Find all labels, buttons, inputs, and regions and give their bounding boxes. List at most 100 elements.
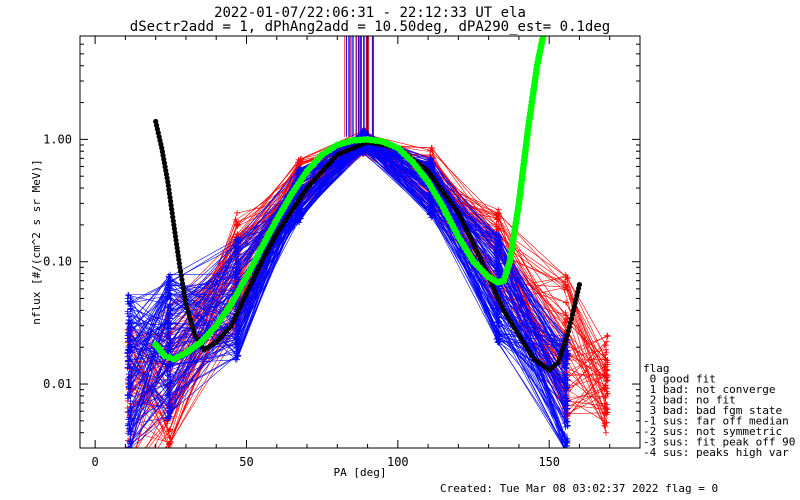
spectrum-point	[428, 144, 435, 151]
spectrum-point	[165, 363, 172, 370]
spectrum-point	[561, 279, 568, 286]
spectrum-point	[235, 247, 242, 254]
spectrum-point	[233, 218, 240, 225]
spectrum-point	[166, 315, 173, 322]
spectrum-point	[297, 206, 304, 213]
spectrum-point	[165, 274, 172, 281]
spectrum-point	[125, 291, 132, 298]
spectrum-point	[125, 482, 131, 488]
spectrum-point	[563, 376, 570, 383]
spectrum-point	[233, 271, 240, 278]
fit-dot	[173, 237, 179, 243]
spectrum-point	[495, 233, 502, 240]
spectrum-point	[561, 372, 568, 379]
fit-dot	[182, 293, 188, 299]
spectrum-point	[164, 415, 171, 422]
fit-dot	[172, 229, 178, 236]
spectrum-line	[128, 134, 566, 404]
spectrum-point	[127, 398, 134, 405]
chart-title-line2: dSectr2add = 1, dPhAng2add = 10.50deg, d…	[130, 19, 610, 35]
spectrum-point	[562, 309, 569, 316]
y-tick-label: 1.00	[43, 132, 72, 146]
spectrum-point	[602, 342, 609, 349]
spectrum-point	[126, 421, 133, 428]
spectrum-point	[564, 449, 570, 455]
fit-dot	[176, 256, 182, 263]
spectrum-point	[562, 405, 569, 412]
spectrum-point	[125, 292, 132, 299]
fit-dot	[187, 317, 194, 323]
spectrum-point	[427, 159, 434, 166]
spectrum-point	[361, 149, 368, 156]
spectrum-point	[235, 261, 242, 268]
spectrum-point	[604, 406, 611, 413]
spectrum-point	[564, 398, 571, 405]
fit-dot	[174, 245, 180, 251]
fit-dot	[175, 249, 181, 255]
y-axis-label: nflux [#/(cm^2 s sr MeV)]	[30, 159, 43, 325]
spectrum-point	[125, 383, 132, 390]
legend-entry: flag	[643, 362, 670, 375]
spectrum-point	[564, 453, 570, 459]
fit-dot	[179, 276, 185, 283]
x-tick-label: 0	[92, 455, 99, 469]
spectrum-point	[561, 400, 568, 407]
fit-dot	[185, 309, 191, 315]
spectrum-point	[602, 382, 609, 389]
spectrum-point	[604, 367, 611, 374]
spectrum-point	[125, 444, 132, 448]
spectrum-point	[234, 209, 241, 216]
flag-legend: flag 0 good fit 1 bad: not converge 2 ba…	[643, 362, 795, 459]
spectrum-line	[130, 130, 566, 376]
spectrum-point	[232, 243, 239, 250]
spectrum-point	[233, 352, 240, 359]
spectrum-line	[129, 146, 565, 420]
spectrum-point	[564, 450, 570, 456]
fit-dot	[191, 328, 197, 335]
spectrum-point	[233, 324, 240, 331]
spectrum-line	[129, 145, 567, 359]
spectrum-point	[429, 163, 436, 170]
fit-dot	[168, 202, 174, 208]
spectrum-point	[234, 331, 241, 338]
y-tick-label: 0.10	[43, 255, 72, 269]
spectrum-point	[125, 449, 131, 455]
fit-dot	[176, 260, 182, 267]
series-blue-spectra	[124, 36, 571, 459]
y-tick-label: 0.01	[43, 377, 72, 391]
spectrum-point	[565, 449, 571, 455]
spectrum-point	[496, 236, 503, 243]
fit-dot	[181, 289, 187, 295]
spectrum-point	[234, 221, 241, 228]
spectrum-point	[235, 322, 242, 329]
spectrum-point	[166, 440, 173, 447]
fit-dot	[170, 218, 176, 224]
fit-dot	[172, 233, 179, 240]
spectrum-point	[165, 345, 172, 352]
spectrum-point	[493, 260, 500, 267]
spectrum-point	[493, 254, 500, 261]
x-tick-label: 150	[538, 455, 560, 469]
fit-dot	[178, 272, 184, 279]
spectrum-point	[603, 419, 610, 426]
spectrum-point	[496, 244, 503, 251]
spectrum-point	[167, 379, 174, 386]
spectrum-point	[233, 335, 240, 342]
spectrum-point	[603, 374, 610, 381]
spectrum-point	[233, 356, 240, 363]
spectrum-point	[563, 452, 569, 458]
fit-dot	[539, 36, 547, 40]
spectrum-point	[426, 211, 433, 218]
spectrum-point	[127, 458, 133, 464]
spectrum-point	[127, 305, 134, 312]
data-layer	[124, 36, 611, 488]
fit-dot	[565, 328, 571, 334]
spectrum-point	[126, 476, 132, 482]
spectrum-point	[127, 336, 134, 343]
spectrum-point	[602, 423, 609, 430]
spectrum-point	[562, 384, 569, 391]
spectrum-point	[126, 438, 133, 445]
spectrum-point	[562, 379, 569, 386]
spectrum-point	[563, 384, 570, 391]
fit-dot	[169, 206, 175, 212]
